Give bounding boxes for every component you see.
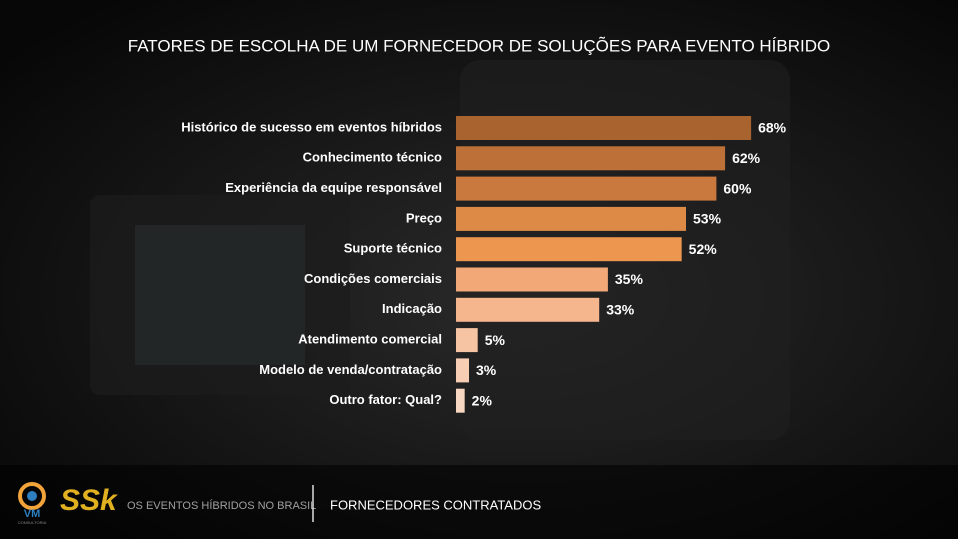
value-label: 62% — [732, 150, 761, 166]
bar — [456, 358, 470, 383]
category-label: Suporte técnico — [344, 241, 442, 256]
value-label: 60% — [723, 180, 752, 196]
footer-band — [0, 465, 958, 539]
value-label: 2% — [472, 392, 493, 408]
bar — [456, 388, 465, 413]
value-label: 5% — [485, 332, 506, 348]
category-label: Outro fator: Qual? — [329, 392, 442, 407]
bar — [456, 237, 682, 262]
category-label: Conhecimento técnico — [303, 150, 442, 165]
bar — [456, 297, 600, 322]
category-label: Preço — [406, 210, 442, 225]
logo-text: VM — [24, 508, 41, 520]
value-label: 35% — [615, 271, 644, 287]
value-label: 33% — [606, 302, 635, 318]
bar — [456, 146, 726, 171]
footer-topic: FORNECEDORES CONTRATADOS — [330, 497, 541, 512]
bar — [456, 176, 717, 201]
value-label: 52% — [689, 241, 718, 257]
category-label: Experiência da equipe responsável — [225, 180, 442, 195]
logo-mark — [27, 491, 37, 501]
value-label: 53% — [693, 211, 722, 227]
logo-mark — [18, 482, 46, 510]
chart-title: FATORES DE ESCOLHA DE UM FORNECEDOR DE S… — [128, 36, 831, 55]
bar — [456, 116, 752, 140]
category-label: Modelo de venda/contratação — [259, 362, 442, 377]
category-label: Histórico de sucesso em eventos híbridos — [181, 119, 442, 134]
category-label: Indicação — [382, 301, 442, 316]
logo-text: SSk — [60, 484, 118, 517]
background-shape — [135, 225, 305, 365]
category-label: Atendimento comercial — [298, 332, 442, 347]
bar — [456, 267, 608, 292]
value-label: 68% — [758, 120, 787, 136]
value-label: 3% — [476, 362, 497, 378]
bar — [456, 206, 687, 231]
bar — [456, 328, 478, 353]
logo-subtext: CONSULTORIA — [18, 520, 47, 525]
category-label: Condições comerciais — [304, 271, 442, 286]
footer-section: OS EVENTOS HÍBRIDOS NO BRASIL — [127, 499, 316, 512]
